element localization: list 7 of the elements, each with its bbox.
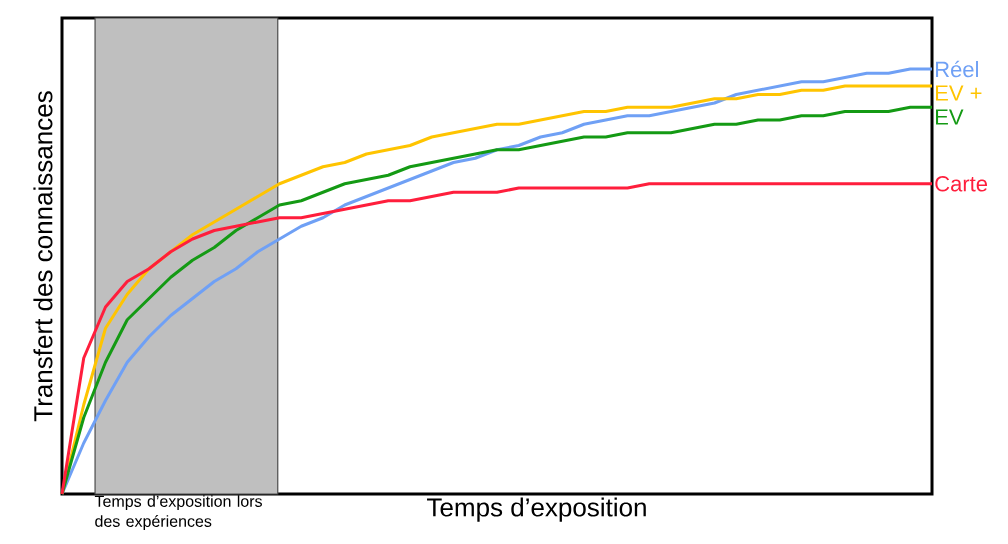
series-label: EV (936, 109, 964, 125)
series-label: EV + (936, 85, 982, 101)
text: Temps d’exposition lors des expériences (94, 495, 262, 531)
series-label: Réel (936, 60, 978, 78)
series-label: Carte (935, 175, 988, 192)
x-axis-title: Temps d’exposition (427, 497, 646, 522)
y-axis-title: Transfert des connaissances (33, 91, 53, 422)
